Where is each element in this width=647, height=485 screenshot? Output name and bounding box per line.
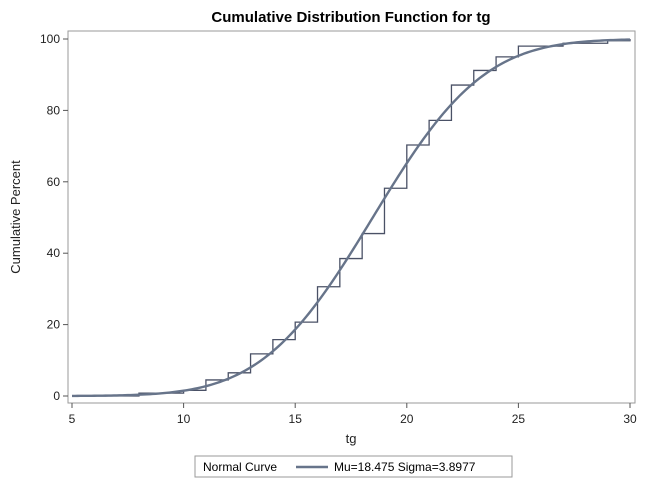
x-tick-label: 10 — [177, 412, 191, 426]
legend-entry-label: Mu=18.475 Sigma=3.8977 — [334, 460, 476, 474]
x-axis-label: tg — [346, 431, 357, 446]
x-tick-label: 15 — [289, 412, 303, 426]
plot-frame — [67, 30, 636, 404]
x-tick-label: 30 — [623, 412, 637, 426]
x-tick-label: 25 — [512, 412, 526, 426]
empirical-cdf-step — [72, 39, 631, 397]
y-tick-label: 0 — [53, 389, 60, 403]
y-tick-label: 20 — [47, 318, 61, 332]
x-axis: 5 10 15 20 25 30 — [69, 403, 637, 426]
y-tick-label: 100 — [40, 32, 60, 46]
y-axis: 0 20 40 60 80 100 — [40, 32, 68, 403]
x-tick-label: 20 — [400, 412, 414, 426]
normal-curve-line — [71, 38, 631, 398]
legend: Normal Curve Mu=18.475 Sigma=3.8977 — [194, 455, 513, 478]
x-tick-label: 5 — [69, 412, 76, 426]
chart-title: Cumulative Distribution Function for tg — [211, 9, 490, 26]
y-tick-label: 60 — [47, 175, 61, 189]
legend-title: Normal Curve — [203, 460, 277, 474]
y-tick-label: 80 — [47, 103, 61, 117]
y-axis-label: Cumulative Percent — [8, 160, 23, 274]
legend-box — [194, 455, 513, 478]
y-tick-label: 40 — [47, 246, 61, 260]
